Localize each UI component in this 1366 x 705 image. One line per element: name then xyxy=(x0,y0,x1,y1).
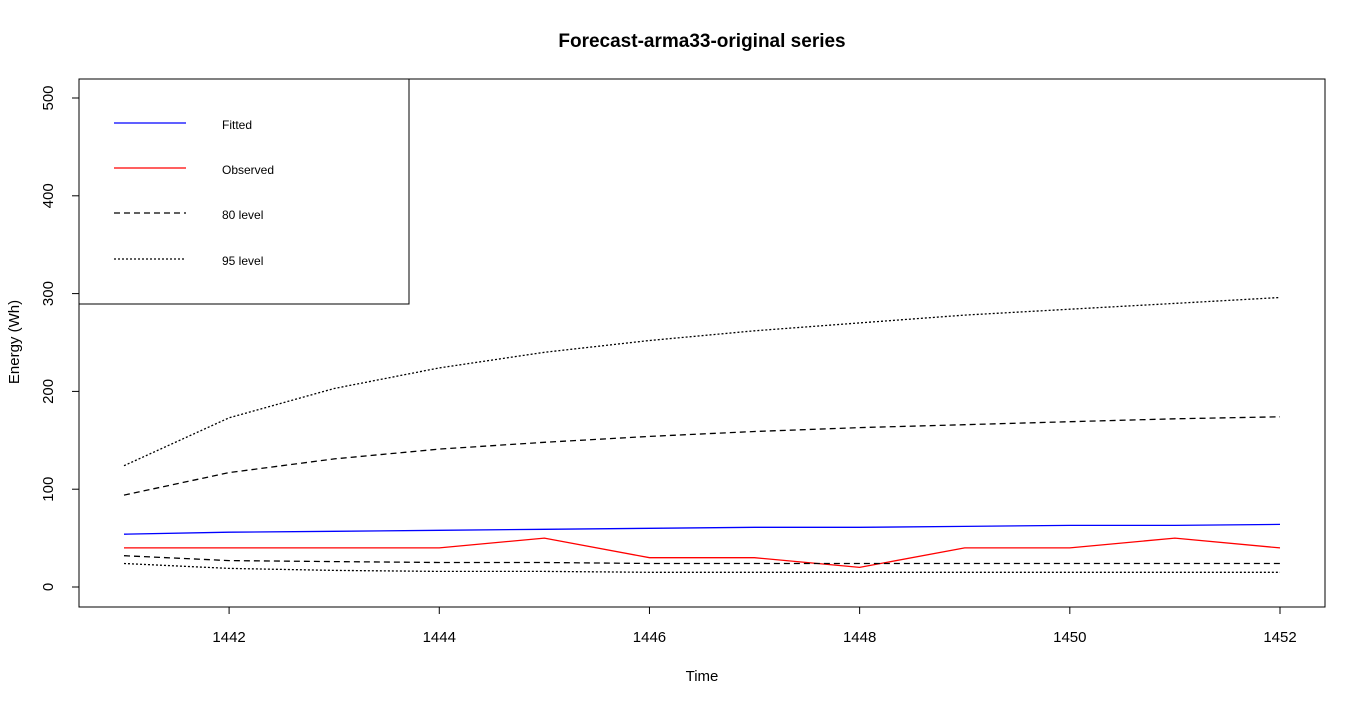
legend-label: 80 level xyxy=(222,208,263,222)
legend-label: Observed xyxy=(222,163,274,177)
legend-label: Fitted xyxy=(222,118,252,132)
y-tick-label: 500 xyxy=(40,85,57,110)
observed-line xyxy=(124,537,1281,569)
chart-title: Forecast-arma33-original series xyxy=(558,31,845,52)
x-tick-label: 1442 xyxy=(212,629,245,646)
y-tick-label: 0 xyxy=(40,583,57,591)
x-tick-label: 1446 xyxy=(633,629,666,646)
y-tick-label: 100 xyxy=(40,477,57,502)
y-tick-label: 400 xyxy=(40,183,57,208)
80-level-upper-line xyxy=(123,416,1281,496)
x-axis-label: Time xyxy=(686,668,719,685)
95-level-lower-line xyxy=(123,562,1280,573)
x-axis: 1442 1444 1446 1448 1450 1452 xyxy=(212,606,1297,646)
legend-label: 95 level xyxy=(222,254,263,268)
95-level-upper-line xyxy=(123,296,1281,467)
legend-box xyxy=(78,78,410,305)
y-tick-label: 200 xyxy=(40,379,57,404)
x-tick-label: 1444 xyxy=(423,629,456,646)
series-layer xyxy=(123,296,1281,573)
y-axis-label: Energy (Wh) xyxy=(6,300,23,384)
x-tick-label: 1450 xyxy=(1053,629,1086,646)
legend: Fitted Observed 80 level 95 level xyxy=(78,78,410,305)
x-tick-label: 1448 xyxy=(843,629,876,646)
x-tick-label: 1452 xyxy=(1263,629,1296,646)
fitted-line xyxy=(123,523,1281,535)
y-tick-label: 300 xyxy=(40,281,57,306)
80-level-lower-line xyxy=(123,555,1280,565)
y-axis: 0 100 200 300 400 500 xyxy=(40,85,80,591)
